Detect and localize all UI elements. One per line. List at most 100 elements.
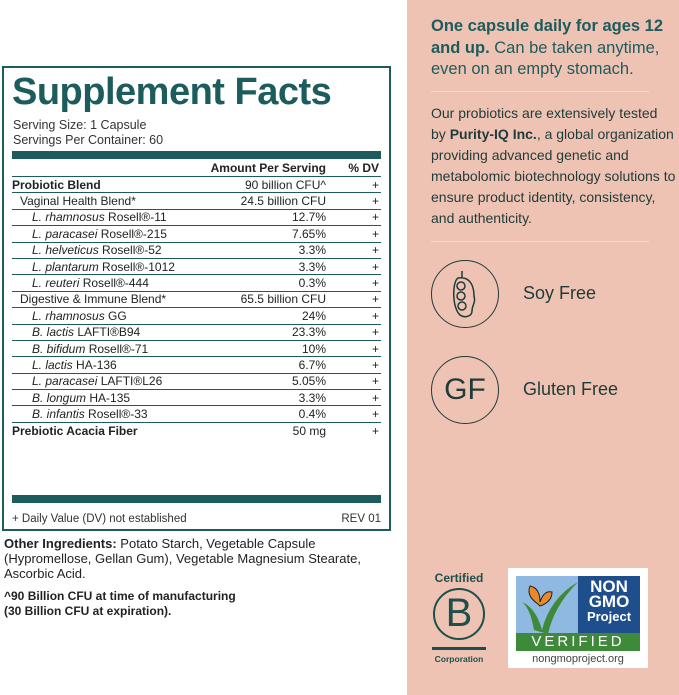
ingredient-name: L. lactis HA-136 [12, 358, 206, 372]
table-row: L. lactis HA-136 6.7% + [12, 356, 381, 372]
ingredient-name: Prebiotic Acacia Fiber [12, 423, 138, 438]
soybean-icon [431, 259, 499, 328]
ingredient-name: L. plantarum Rosell®-1012 [12, 260, 206, 274]
bcorp-bottom: Corporation [434, 654, 484, 664]
amount: 90 billion CFU^ [245, 177, 326, 192]
amount: 3.3% [298, 243, 326, 258]
purity-iq: Purity-IQ Inc. [449, 125, 537, 142]
feature-soy-free: Soy Free [431, 259, 676, 328]
amount: 0.3% [298, 276, 326, 291]
ingredient-name: B. infantis Rosell®-33 [12, 407, 206, 421]
strain: Rosell®-1012 [98, 259, 175, 274]
divider-thick-bottom [12, 495, 381, 503]
feature-label: Gluten Free [523, 379, 619, 399]
ingredient-name: B. bifidum Rosell®-71 [12, 342, 206, 356]
species: L. rhamnosus [32, 210, 105, 225]
daily-value: + [371, 194, 379, 209]
ingredient-name: Digestive & Immune Blend* [20, 292, 167, 307]
divider [431, 240, 649, 242]
supplement-panel: Supplement Facts Serving Size: 1 Capsule… [2, 66, 402, 619]
species: B. longum [32, 390, 87, 405]
table-row: Digestive & Immune Blend* 65.5 billion CF… [12, 290, 381, 307]
bcorp-top: Certified [434, 571, 484, 585]
col-dv: % DV [348, 160, 379, 175]
daily-value: + [371, 259, 379, 274]
amount: 10% [301, 341, 326, 356]
ngmo-gmo: GMO [588, 592, 630, 611]
daily-value: + [371, 210, 379, 225]
daily-value: + [371, 357, 379, 372]
dosage-bold: One capsule daily for ages 12 and up. [431, 17, 664, 57]
table-row: Vaginal Health Blend* 24.5 billion CFU + [12, 192, 381, 208]
strain: Rosell®-215 [97, 226, 167, 241]
below-label-notes: Other Ingredients: Potato Starch, Vegeta… [4, 536, 402, 619]
table-row: Prebiotic Acacia Fiber 50 mg + [12, 421, 381, 438]
strain: GG [104, 308, 127, 323]
note-line: (30 Billion CFU at expiration). [4, 604, 172, 618]
bcorp-letter: B [433, 588, 485, 640]
daily-value: + [371, 243, 379, 258]
revision: REV 01 [341, 513, 381, 525]
amount: 12.7% [291, 210, 326, 225]
species: L. paracasei [32, 374, 98, 389]
amount: 5.05% [291, 374, 326, 389]
daily-value: + [371, 341, 379, 356]
table-row: L. paracasei LAFTI®L26 5.05% + [12, 372, 381, 389]
table-row: L. plantarum Rosell®-1012 3.3% + [12, 257, 381, 274]
servings-per-container: Servings Per Container: 60 [13, 133, 164, 147]
divider-thick [12, 151, 381, 159]
daily-value: + [371, 276, 379, 291]
feature-gluten-free: GF Gluten Free [431, 355, 676, 424]
daily-value: + [371, 177, 379, 192]
note-line: ^90 Billion CFU at time of manufacturing [4, 589, 236, 603]
serving-size: Serving Size: 1 Capsule [13, 118, 147, 132]
ingredient-name: L. rhamnosus GG [12, 309, 206, 323]
strain: Rosell®-52 [98, 243, 162, 258]
table-row: B. lactis LAFTI®B94 23.3% + [12, 323, 381, 340]
amount: 3.3% [298, 390, 326, 405]
species: B. lactis [32, 325, 75, 340]
facts-table: Amount Per Serving % DV Probiotic Blend 9… [12, 159, 381, 438]
feature-label: Soy Free [523, 283, 597, 303]
strain: Rosell®-444 [79, 276, 149, 291]
amount: 3.3% [298, 259, 326, 274]
amount: 65.5 billion CFU [240, 292, 326, 307]
species: L. paracasei [32, 226, 98, 241]
daily-value: + [371, 390, 379, 405]
strain: Rosell®-11 [104, 210, 167, 225]
amount: 24.5 billion CFU [240, 194, 326, 209]
info-content: One capsule daily for ages 12 and up. Ca… [431, 16, 676, 424]
species: B. infantis [32, 407, 85, 422]
non-gmo-logo: NON GMO Project VERIFIED nongmoproject.o… [508, 568, 648, 668]
table-row: B. infantis Rosell®-33 0.4% + [12, 405, 381, 421]
daily-value: + [371, 308, 379, 323]
strain: Rosell®-71 [85, 341, 149, 356]
strain: LAFTI®L26 [97, 374, 163, 389]
divider [431, 90, 649, 92]
ngmo-verified: VERIFIED [516, 633, 640, 651]
ngmo-url: nongmoproject.org [532, 653, 624, 665]
table-row: L. paracasei Rosell®-215 7.65% + [12, 225, 381, 241]
strain: LAFTI®B94 [74, 325, 141, 340]
ingredient-name: B. longum HA-135 [12, 391, 206, 405]
cfu-note: ^90 Billion CFU at time of manufacturing… [4, 589, 402, 619]
ingredient-name: L. reuteri Rosell®-444 [12, 276, 206, 290]
strain: Rosell®-33 [84, 407, 148, 422]
facts-title: Supplement Facts [12, 71, 332, 113]
para-text: Our probiotics are extensively tested by [431, 104, 658, 142]
strain: HA-135 [86, 390, 131, 405]
table-row: B. longum HA-135 3.3% + [12, 389, 381, 405]
amount: 50 mg [292, 423, 326, 438]
species: B. bifidum [32, 341, 86, 356]
other-label: Other Ingredients: [4, 536, 117, 551]
para-text: , a global organization providing advanc… [431, 125, 676, 226]
table-row: L. rhamnosus Rosell®-11 12.7% + [12, 208, 381, 225]
daily-value: + [371, 325, 379, 340]
species: L. rhamnosus [32, 308, 105, 323]
species: L. lactis [32, 357, 73, 372]
dosage-heading: One capsule daily for ages 12 and up. Ca… [431, 16, 676, 81]
col-amount: Amount Per Serving [210, 160, 326, 175]
ingredient-name: L. rhamnosus Rosell®-11 [12, 210, 206, 224]
dv-footnote: + Daily Value (DV) not established [12, 513, 187, 525]
strain: HA-136 [72, 357, 117, 372]
